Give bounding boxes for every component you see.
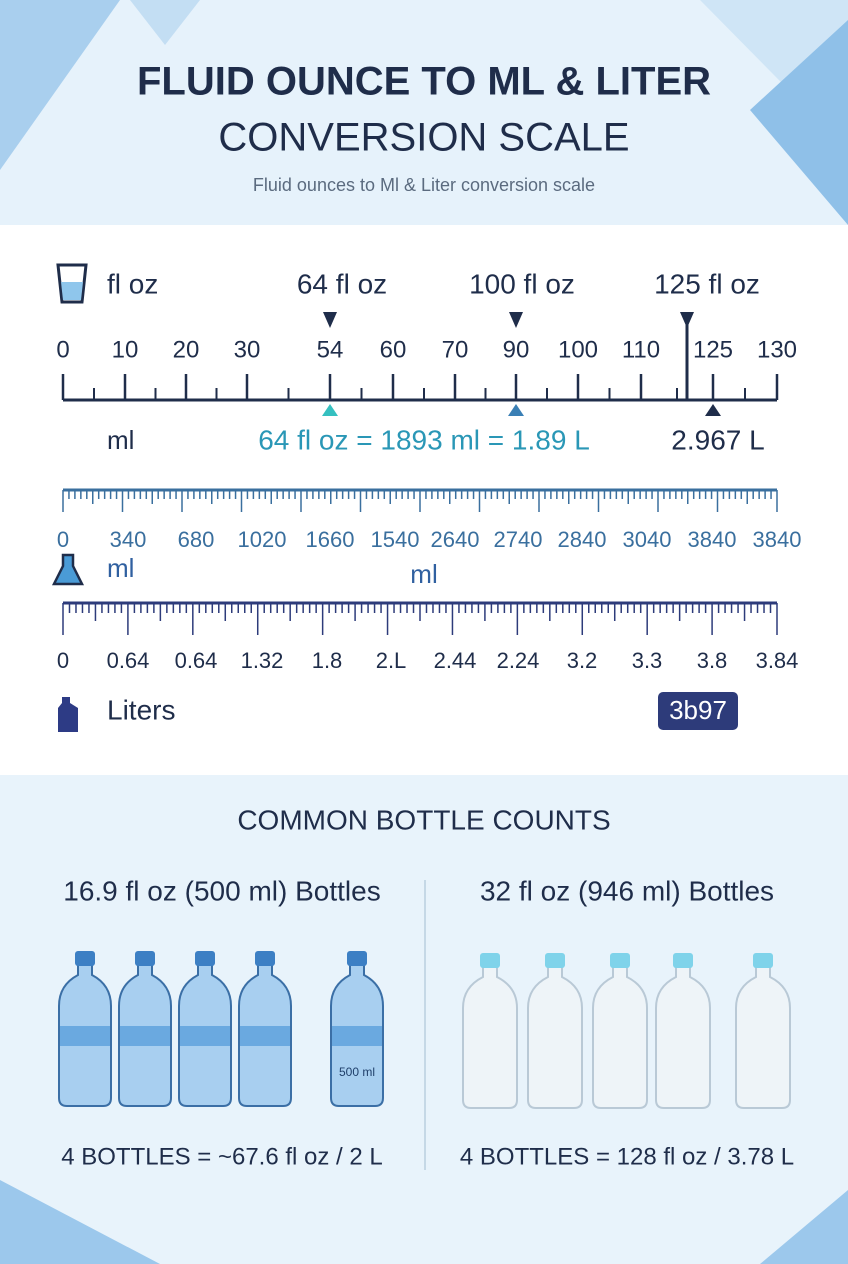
bottle bbox=[655, 966, 711, 1109]
tick-label: 90 bbox=[503, 336, 530, 363]
tick-label: 0 bbox=[57, 648, 69, 673]
bottle bbox=[735, 966, 791, 1109]
cup-icon bbox=[56, 263, 88, 304]
bottle-cap bbox=[545, 953, 565, 968]
tick-label: 2640 bbox=[431, 527, 480, 552]
section-title: COMMON BOTTLE COUNTS bbox=[237, 804, 610, 835]
tick-label: 60 bbox=[380, 336, 407, 363]
decor bbox=[0, 0, 120, 170]
bottle bbox=[462, 966, 518, 1109]
bottle-summary: 4 BOTTLES = 128 fl oz / 3.78 L bbox=[460, 1143, 794, 1170]
tick-label: 2840 bbox=[558, 527, 607, 552]
tick-label: 54 bbox=[317, 336, 344, 363]
tick-label: 10 bbox=[112, 336, 139, 363]
pointer bbox=[508, 404, 524, 416]
bottle-band bbox=[180, 1026, 230, 1046]
bottle-band bbox=[120, 1026, 170, 1046]
subtitle: Fluid ounces to Ml & Liter conversion sc… bbox=[253, 175, 595, 195]
bottle-heading: 16.9 fl oz (500 ml) Bottles bbox=[63, 875, 380, 906]
tick-label: 2.24 bbox=[497, 648, 540, 673]
tick-label: 0 bbox=[56, 336, 69, 363]
tick-label: 0 bbox=[57, 527, 69, 552]
bottle bbox=[527, 966, 583, 1109]
equation: 64 fl oz = 1893 ml = 1.89 L bbox=[258, 424, 590, 455]
pointer bbox=[705, 404, 721, 416]
marker bbox=[323, 312, 337, 328]
unit-label: ml bbox=[107, 425, 134, 455]
badge bbox=[658, 692, 738, 730]
bottle-cap bbox=[753, 953, 773, 968]
bottles bbox=[58, 951, 791, 1109]
tick-label: 680 bbox=[178, 527, 215, 552]
bottle-band bbox=[240, 1026, 290, 1046]
bottle-cap bbox=[135, 951, 155, 966]
jug-icon bbox=[58, 697, 78, 732]
decor bbox=[750, 20, 848, 225]
readout: 2.967 L bbox=[671, 424, 764, 455]
badge-text: 3b97 bbox=[669, 695, 727, 725]
tick-label: 3.8 bbox=[697, 648, 728, 673]
tick-label: 130 bbox=[757, 336, 797, 363]
decor bbox=[130, 0, 200, 45]
decor bbox=[0, 1180, 160, 1264]
tick-label: 70 bbox=[442, 336, 469, 363]
scale-bg bbox=[0, 225, 848, 775]
bottle bbox=[592, 966, 648, 1109]
bottle-cap bbox=[75, 951, 95, 966]
unit-label: ml bbox=[410, 559, 437, 589]
marker bbox=[509, 312, 523, 328]
tick-label: 100 bbox=[558, 336, 598, 363]
bottle-cap bbox=[673, 953, 693, 968]
bottle-band bbox=[332, 1026, 382, 1046]
title: FLUID OUNCE TO ML & LITER bbox=[137, 60, 711, 104]
tick-label: 20 bbox=[173, 336, 200, 363]
tick-label: 0.64 bbox=[175, 648, 218, 673]
cup-icon bbox=[61, 282, 83, 300]
tick-label: 3.2 bbox=[567, 648, 598, 673]
bottle-cap bbox=[610, 953, 630, 968]
tick-label: 0.64 bbox=[107, 648, 150, 673]
tick-label: 2.L bbox=[376, 648, 407, 673]
tick-label: 2.44 bbox=[434, 648, 477, 673]
tick-label: 125 bbox=[693, 336, 733, 363]
unit-label: ml bbox=[107, 553, 134, 583]
tick-label: 3840 bbox=[753, 527, 802, 552]
marker-label: 125 fl oz bbox=[654, 268, 760, 299]
decor bbox=[760, 1190, 848, 1264]
tick-label: 1.8 bbox=[312, 648, 343, 673]
bottle-cap bbox=[195, 951, 215, 966]
tick-label: 1020 bbox=[238, 527, 287, 552]
tick-label: 3840 bbox=[688, 527, 737, 552]
flask-icon bbox=[51, 553, 85, 586]
title: CONVERSION SCALE bbox=[218, 116, 629, 160]
marker-label: 64 fl oz bbox=[297, 268, 387, 299]
bottle-cap bbox=[255, 951, 275, 966]
tick-label: 1660 bbox=[306, 527, 355, 552]
pointer bbox=[322, 404, 338, 416]
tick-label: 1540 bbox=[371, 527, 420, 552]
bottle-heading: 32 fl oz (946 ml) Bottles bbox=[480, 875, 774, 906]
bottle-cap bbox=[480, 953, 500, 968]
tick-label: 3.84 bbox=[756, 648, 799, 673]
unit-label: fl oz bbox=[107, 268, 158, 299]
tick-label: 3040 bbox=[623, 527, 672, 552]
bottle-band bbox=[60, 1026, 110, 1046]
tick-label: 110 bbox=[622, 336, 660, 363]
bottle-cap bbox=[347, 951, 367, 966]
header-bg bbox=[0, 0, 848, 225]
tick-label: 340 bbox=[110, 527, 147, 552]
tick-label: 30 bbox=[234, 336, 261, 363]
tick-label: 3.3 bbox=[632, 648, 663, 673]
tick-label: 2740 bbox=[494, 527, 543, 552]
marker-label: 100 fl oz bbox=[469, 268, 575, 299]
bottle-label: 500 ml bbox=[339, 1065, 375, 1079]
tick-label: 1.32 bbox=[241, 648, 284, 673]
bottle-summary: 4 BOTTLES = ~67.6 fl oz / 2 L bbox=[61, 1143, 383, 1170]
unit-label: Liters bbox=[107, 694, 175, 725]
